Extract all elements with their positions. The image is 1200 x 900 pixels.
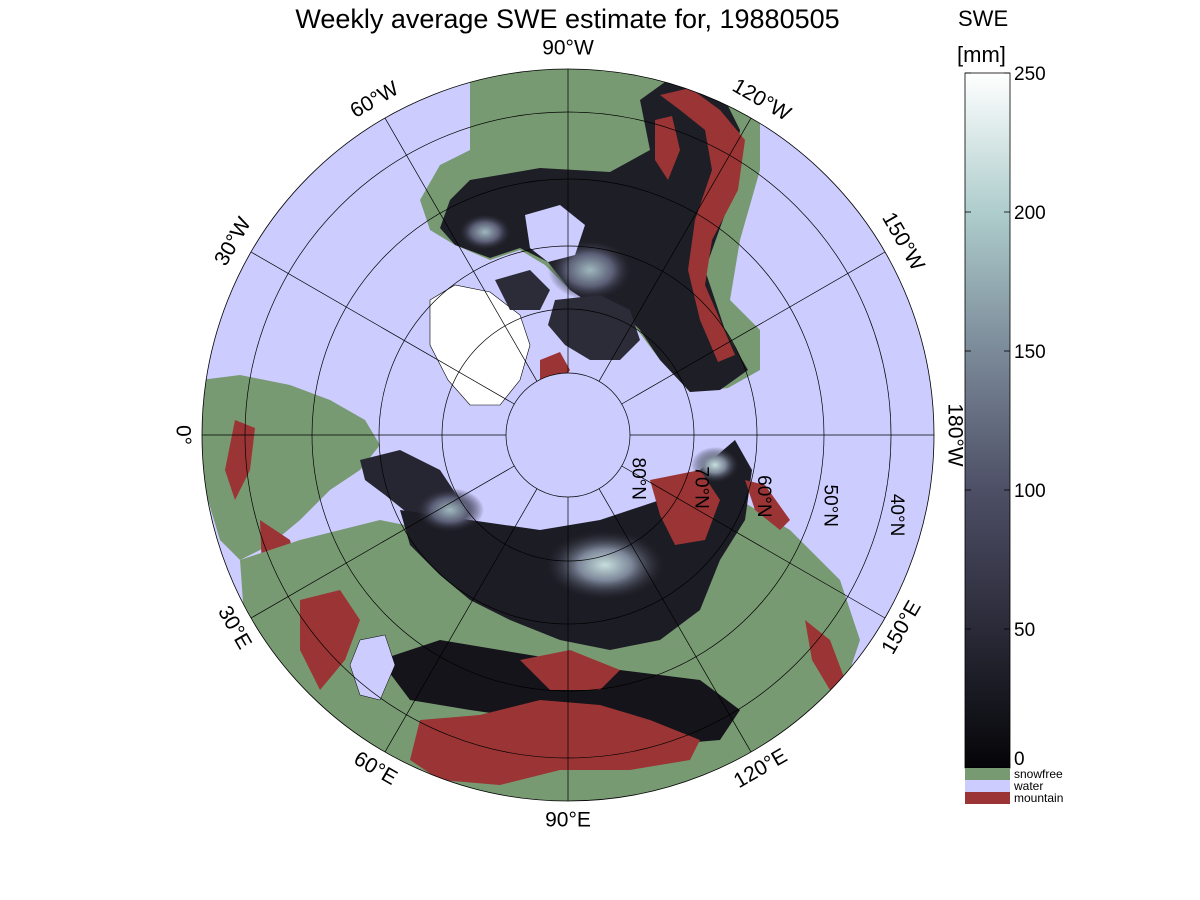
meridian-150e bbox=[621, 465, 886, 619]
swe-high-labrador bbox=[459, 214, 511, 250]
legend-swatch-snowfree bbox=[965, 768, 1010, 780]
legend-swatch-water bbox=[965, 780, 1010, 792]
polar-map bbox=[202, 69, 934, 801]
colorbar: SWE [mm] 0 50 100 150 200 250 snowfreewatermo… bbox=[957, 6, 1063, 805]
legend-label-snowfree: snowfree bbox=[1014, 767, 1063, 781]
lat-label-70n: 70°N bbox=[691, 466, 712, 508]
colorbar-title: SWE bbox=[958, 6, 1008, 31]
meridian-60e bbox=[384, 488, 538, 753]
swe-high-siberia bbox=[545, 530, 665, 600]
legend-swatch-mountain bbox=[965, 792, 1010, 804]
swe-high-chukotka bbox=[691, 447, 739, 483]
legend-label-water: water bbox=[1013, 779, 1043, 793]
lat-label-50n: 50°N bbox=[819, 485, 840, 527]
lon-label-0: 0° bbox=[171, 425, 194, 445]
colorbar-tick-label: 250 bbox=[1014, 64, 1046, 85]
colorbar-tick-label: 0 bbox=[1014, 749, 1025, 770]
swe-high-urals bbox=[416, 488, 484, 532]
colorbar-ramp bbox=[965, 73, 1010, 768]
lon-label-90e: 90°E bbox=[545, 809, 591, 832]
colorbar-tick-label: 200 bbox=[1014, 203, 1046, 224]
baffin-island bbox=[495, 270, 550, 310]
mountains-east-siberia bbox=[650, 470, 720, 545]
mountains-japan bbox=[805, 620, 845, 690]
colorbar-tick-label: 50 bbox=[1014, 620, 1035, 641]
colorbar-ticks: 0 50 100 150 200 250 bbox=[965, 64, 1046, 770]
colorbar-units: [mm] bbox=[957, 42, 1006, 67]
lat-label-60n: 60°N bbox=[753, 475, 774, 517]
map-border bbox=[201, 68, 935, 802]
meridian-120e bbox=[598, 488, 752, 753]
map-title: Weekly average SWE estimate for, 1988050… bbox=[295, 4, 840, 34]
mountains-rockies bbox=[660, 88, 745, 362]
meridian-150w bbox=[621, 251, 886, 405]
lat-label-40n: 40°N bbox=[886, 494, 907, 536]
meridian-30e bbox=[250, 465, 515, 619]
lon-label-180w: 180°W bbox=[943, 403, 966, 466]
meridian-30w bbox=[250, 251, 515, 405]
caspian-sea bbox=[349, 634, 396, 701]
latitude-labels: 80°N 70°N 60°N 50°N 40°N bbox=[627, 458, 906, 537]
mountains-caucasus bbox=[300, 590, 360, 690]
mountains-kamchatka bbox=[745, 480, 790, 530]
mountains-central-asia bbox=[410, 700, 700, 785]
colorbar-tick-label: 100 bbox=[1014, 481, 1046, 502]
meridian-120w bbox=[598, 117, 752, 382]
colorbar-tick-label: 150 bbox=[1014, 342, 1046, 363]
polar-ocean bbox=[506, 373, 630, 497]
graticule bbox=[202, 69, 934, 801]
legend-label-mountain: mountain bbox=[1014, 791, 1063, 805]
snow-cover-central-asia bbox=[380, 640, 740, 745]
lon-label-90w: 90°W bbox=[542, 37, 594, 60]
lat-label-80n: 80°N bbox=[627, 458, 648, 500]
arctic-archipelago bbox=[548, 295, 640, 360]
mountains-tibet bbox=[520, 650, 620, 690]
mountains-appalachians bbox=[655, 116, 680, 180]
meridian-60w bbox=[384, 117, 538, 382]
